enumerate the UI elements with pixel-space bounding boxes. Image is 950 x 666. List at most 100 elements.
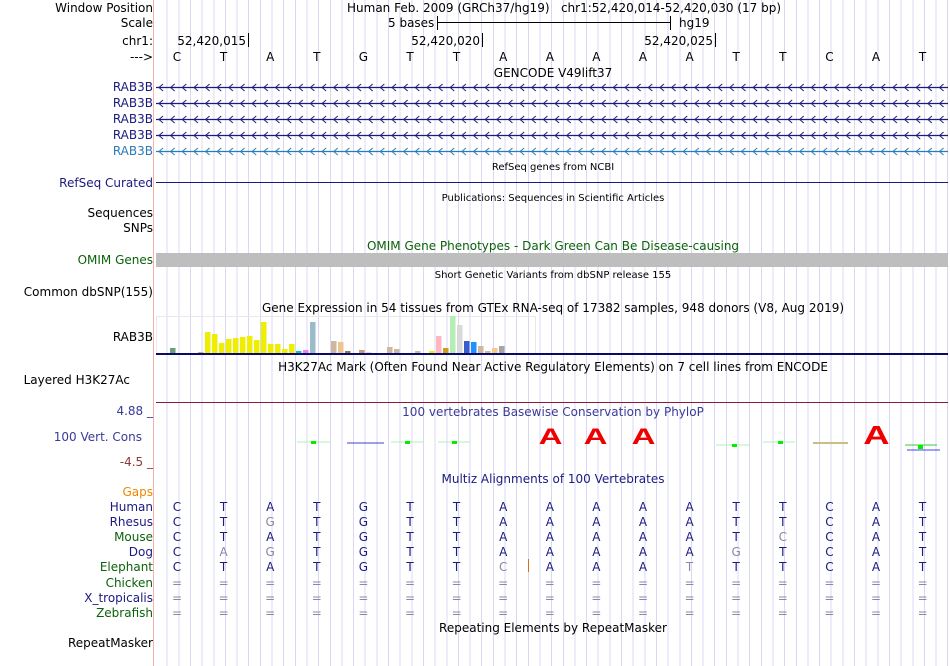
- alignment-base: =: [171, 575, 183, 590]
- gtex-bar[interactable]: [282, 349, 288, 353]
- gtex-bar[interactable]: [366, 352, 372, 353]
- alignment-base: =: [684, 575, 695, 590]
- gene-label[interactable]: RAB3B: [112, 96, 153, 110]
- snps-label[interactable]: SNPs: [123, 221, 153, 235]
- species-label[interactable]: Chicken: [105, 575, 153, 590]
- gtex-bar[interactable]: [198, 352, 204, 353]
- repeatmasker-label[interactable]: RepeatMasker: [67, 636, 153, 650]
- gtex-bar[interactable]: [212, 334, 218, 353]
- alignment-base: T: [313, 530, 321, 545]
- omim-label[interactable]: OMIM Genes: [77, 253, 153, 267]
- alignment-base: T: [219, 500, 228, 514]
- gene-model[interactable]: [156, 147, 948, 156]
- gtex-bar[interactable]: [464, 341, 470, 353]
- alignment-base: =: [870, 605, 882, 620]
- gtex-bar[interactable]: [296, 351, 302, 353]
- gtex-bar[interactable]: [359, 350, 365, 353]
- gtex-bar[interactable]: [331, 341, 337, 353]
- phylop-label[interactable]: 100 Vert. Cons: [53, 430, 142, 444]
- publications-label[interactable]: Sequences: [87, 206, 153, 220]
- gtex-bar[interactable]: [485, 351, 491, 353]
- phylop-graph[interactable]: A A A A: [0, 420, 950, 455]
- gtex-label[interactable]: RAB3B: [112, 330, 153, 344]
- gene-model[interactable]: [156, 131, 948, 140]
- phylop-mark: [297, 441, 330, 444]
- alignment-base: =: [731, 605, 742, 620]
- gtex-bar[interactable]: [499, 346, 505, 353]
- gtex-bar[interactable]: [205, 332, 211, 353]
- alignment-base: =: [637, 590, 649, 605]
- gtex-bar[interactable]: [303, 350, 309, 353]
- refseq-gene-line[interactable]: [156, 182, 948, 183]
- species-label[interactable]: Elephant: [99, 560, 153, 575]
- gtex-bar[interactable]: [345, 351, 351, 353]
- gtex-bar[interactable]: [254, 340, 260, 353]
- alignment-base: =: [498, 590, 509, 605]
- alignment-base: T: [406, 545, 414, 560]
- alignment-base: A: [499, 515, 508, 530]
- gtex-bar[interactable]: [450, 316, 456, 353]
- gtex-bar[interactable]: [247, 336, 253, 353]
- gtex-bar[interactable]: [457, 325, 463, 353]
- gene-label[interactable]: RAB3B: [112, 128, 153, 142]
- gene-label[interactable]: RAB3B: [112, 112, 153, 126]
- gtex-bar[interactable]: [492, 348, 498, 353]
- gtex-bar[interactable]: [219, 343, 225, 353]
- gene-label[interactable]: RAB3B: [112, 144, 153, 158]
- h3k27ac-label[interactable]: Layered H3K27Ac: [23, 373, 130, 387]
- alignment-base: A: [685, 530, 694, 545]
- alignment-base: T: [918, 500, 927, 514]
- gtex-bar[interactable]: [268, 344, 274, 353]
- gtex-bar[interactable]: [338, 342, 344, 353]
- alignment-base: A: [871, 545, 881, 560]
- gtex-bar[interactable]: [170, 348, 176, 353]
- alignment-base: C: [498, 560, 508, 575]
- species-label[interactable]: X_tropicalis: [84, 590, 153, 605]
- phylop-max: 4.88 _: [116, 404, 153, 418]
- gtex-bar[interactable]: [429, 351, 435, 353]
- gene-label[interactable]: RAB3B: [112, 80, 153, 94]
- refseq-label[interactable]: RefSeq Curated: [59, 176, 153, 190]
- gtex-bar[interactable]: [233, 338, 239, 353]
- gtex-bar[interactable]: [226, 339, 232, 353]
- strand-label[interactable]: --->: [129, 50, 153, 64]
- gene-model[interactable]: [156, 99, 948, 108]
- alignment-base: T: [732, 515, 740, 530]
- insertion-marker[interactable]: [528, 559, 529, 572]
- gene-model[interactable]: [156, 83, 948, 92]
- label-divider[interactable]: [153, 0, 154, 666]
- gtex-bar[interactable]: [415, 351, 421, 353]
- gtex-bar[interactable]: [240, 337, 246, 353]
- gtex-chart[interactable]: [156, 310, 948, 356]
- species-label[interactable]: Human: [109, 500, 153, 514]
- species-label[interactable]: Rhesus: [109, 515, 153, 530]
- species-label[interactable]: Zebrafish: [96, 605, 153, 620]
- gtex-bar[interactable]: [310, 322, 316, 353]
- species-label[interactable]: Dog: [128, 545, 153, 560]
- gtex-bar[interactable]: [478, 346, 484, 353]
- alignment-base: T: [918, 560, 927, 575]
- gtex-bar[interactable]: [471, 342, 477, 353]
- alignment-base: =: [917, 575, 928, 590]
- alignment-base: =: [451, 590, 462, 605]
- alignment-base: =: [917, 605, 928, 620]
- gtex-bar[interactable]: [261, 322, 267, 353]
- phylop-letter-a: A: [539, 424, 563, 448]
- phylop-mark: [763, 441, 795, 444]
- omim-gene-bar[interactable]: [156, 253, 948, 267]
- dbsnp-label[interactable]: Common dbSNP(155): [23, 285, 153, 299]
- gene-model[interactable]: [156, 115, 948, 124]
- alignment-base: A: [266, 500, 275, 514]
- gtex-bar[interactable]: [289, 344, 295, 353]
- publications-title: Publications: Sequences in Scientific Ar…: [441, 193, 665, 204]
- alignment-base: A: [545, 515, 554, 530]
- gtex-bar[interactable]: [394, 349, 400, 353]
- gtex-bar[interactable]: [436, 336, 442, 353]
- alignment-base: =: [637, 575, 649, 590]
- gaps-label[interactable]: Gaps: [122, 485, 153, 499]
- gtex-bar[interactable]: [443, 348, 449, 353]
- gtex-bar[interactable]: [387, 347, 393, 353]
- alignment-base: =: [311, 605, 322, 620]
- gtex-bar[interactable]: [275, 344, 281, 353]
- species-label[interactable]: Mouse: [114, 530, 153, 545]
